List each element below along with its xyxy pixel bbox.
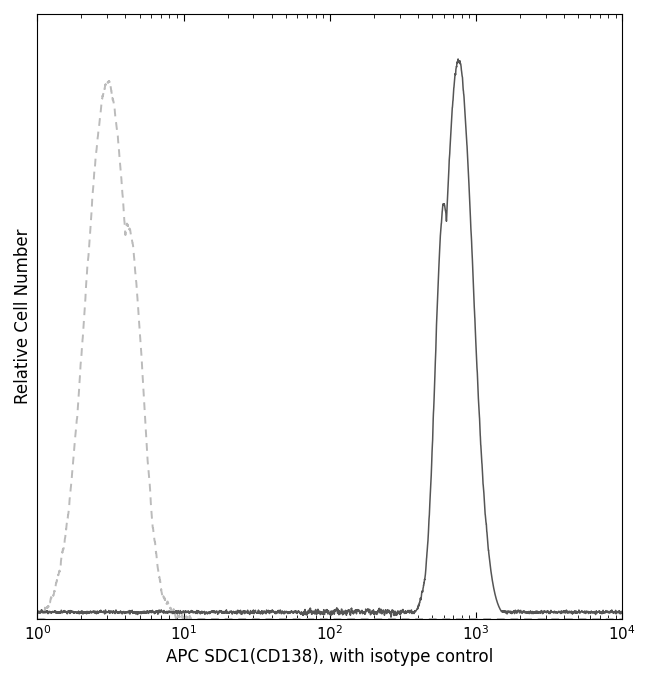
X-axis label: APC SDC1(CD138), with isotype control: APC SDC1(CD138), with isotype control: [166, 648, 493, 666]
Y-axis label: Relative Cell Number: Relative Cell Number: [14, 228, 32, 404]
